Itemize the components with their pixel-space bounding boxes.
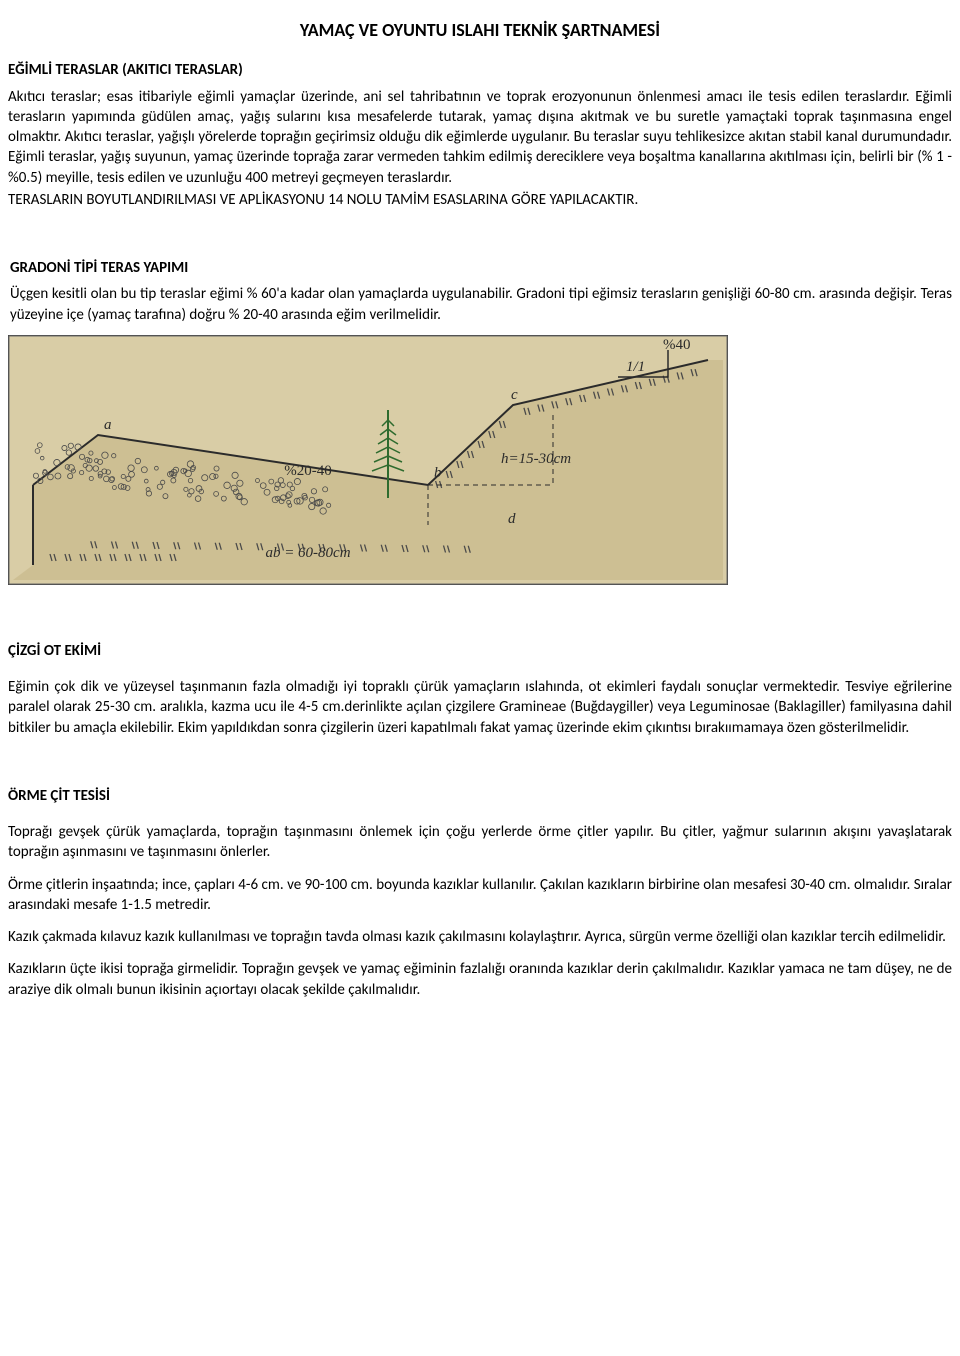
svg-text:ab = 60-80cm: ab = 60-80cm	[265, 545, 350, 561]
svg-text:c: c	[511, 387, 518, 403]
body-egimli-teraslar: Akıtıcı teraslar; esas itibariyle eğimli…	[8, 87, 952, 188]
heading-egimli-teraslar: EĞİMLİ TERASLAR (AKITICI TERASLAR)	[8, 60, 952, 80]
gradoni-cross-section-svg: a b c d %20-40 %40 1/1 h=15-30cm ab = 60-80cm	[8, 335, 728, 585]
body-gradoni: Üçgen kesitli olan bu tip teraslar eğimi…	[10, 284, 952, 325]
orme-p2: Örme çitlerin inşaatında; ince, çapları …	[8, 875, 952, 916]
orme-p3: Kazık çakmada kılavuz kazık kullanılması…	[8, 927, 952, 947]
svg-text:b: b	[434, 465, 442, 481]
svg-text:h=15-30cm: h=15-30cm	[501, 451, 571, 467]
heading-gradoni: GRADONİ TİPİ TERAS YAPIMI	[10, 258, 952, 278]
gradoni-diagram: a b c d %20-40 %40 1/1 h=15-30cm ab = 60-80cm	[8, 335, 952, 585]
note-egimli-teraslar: TERASLARIN BOYUTLANDIRILMASI VE APLİKASY…	[8, 190, 952, 210]
svg-text:%40: %40	[663, 337, 691, 353]
orme-p4: Kazıkların üçte ikisi toprağa girmelidir…	[8, 959, 952, 1000]
svg-text:%20-40: %20-40	[284, 463, 332, 479]
svg-text:a: a	[104, 417, 112, 433]
page-title: YAMAÇ VE OYUNTU ISLAHI TEKNİK ŞARTNAMESİ	[8, 18, 952, 42]
orme-p1: Toprağı gevşek çürük yamaçlarda, toprağı…	[8, 822, 952, 863]
svg-text:d: d	[508, 511, 516, 527]
svg-text:1/1: 1/1	[626, 359, 645, 375]
body-cizgi-ot: Eğimin çok dik ve yüzeysel taşınmanın fa…	[8, 677, 952, 738]
heading-cizgi-ot: ÇİZGİ OT EKİMİ	[8, 641, 952, 661]
heading-orme-cit: ÖRME ÇİT TESİSİ	[8, 786, 952, 806]
